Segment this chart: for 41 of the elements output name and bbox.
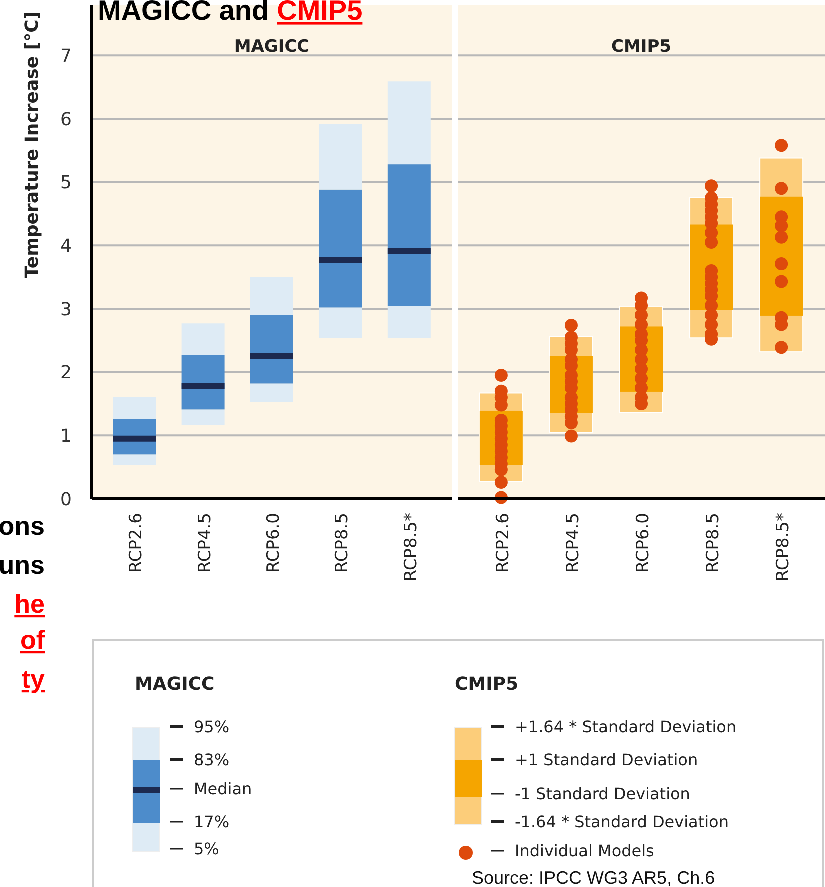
text: ty: [22, 664, 46, 694]
text: -1.64 * Standard Deviation: [515, 812, 729, 832]
text: he: [14, 589, 45, 619]
text: Individual Models: [515, 842, 654, 861]
y-tick-label: 4: [60, 236, 72, 257]
text: uns: [0, 550, 45, 580]
x-tick-label: RCP8.5*: [774, 513, 794, 582]
x-tick-label: RCP2.6: [126, 513, 147, 574]
text: 5%: [194, 840, 220, 859]
text: of: [20, 625, 46, 655]
y-tick-label: 6: [60, 109, 72, 130]
y-tick-label: 1: [60, 426, 72, 447]
y-axis-title: Temperature Increase [°C]: [22, 11, 43, 279]
text: CMIP5: [611, 37, 672, 57]
text: 83%: [194, 750, 230, 770]
text: ons: [0, 511, 45, 541]
y-tick-label: 5: [60, 172, 72, 194]
text: 17%: [194, 812, 230, 832]
y-tick-label: 2: [60, 362, 72, 384]
text: +1.64 * Standard Deviation: [515, 718, 737, 737]
x-tick-label: RCP6.0: [634, 513, 654, 574]
y-tick-label: 7: [60, 46, 72, 67]
x-tick-label: RCP8.5: [704, 513, 724, 574]
legend-title: MAGICC: [135, 674, 215, 695]
x-tick-label: RCP8.5*: [401, 513, 422, 582]
x-tick-label: RCP4.5: [563, 513, 584, 574]
x-tick-label: RCP8.5: [332, 513, 353, 574]
source-note: Source: IPCC WG3 AR5, Ch.6: [472, 868, 716, 887]
text: MAGICC: [234, 37, 310, 57]
text: 95%: [194, 718, 230, 737]
x-tick-label: RCP2.6: [493, 513, 514, 574]
x-tick-label: RCP6.0: [264, 513, 284, 574]
annotation: CMIP5: [277, 0, 363, 26]
text: +1 Standard Deviation: [515, 750, 698, 770]
y-tick-label: 0: [60, 489, 72, 510]
text: Median: [194, 780, 252, 799]
annotation: MAGICC and: [98, 0, 270, 26]
legend-title: CMIP5: [455, 674, 519, 695]
y-tick-label: 3: [60, 299, 72, 320]
x-tick-label: RCP4.5: [195, 513, 216, 574]
text: -1 Standard Deviation: [515, 784, 690, 804]
